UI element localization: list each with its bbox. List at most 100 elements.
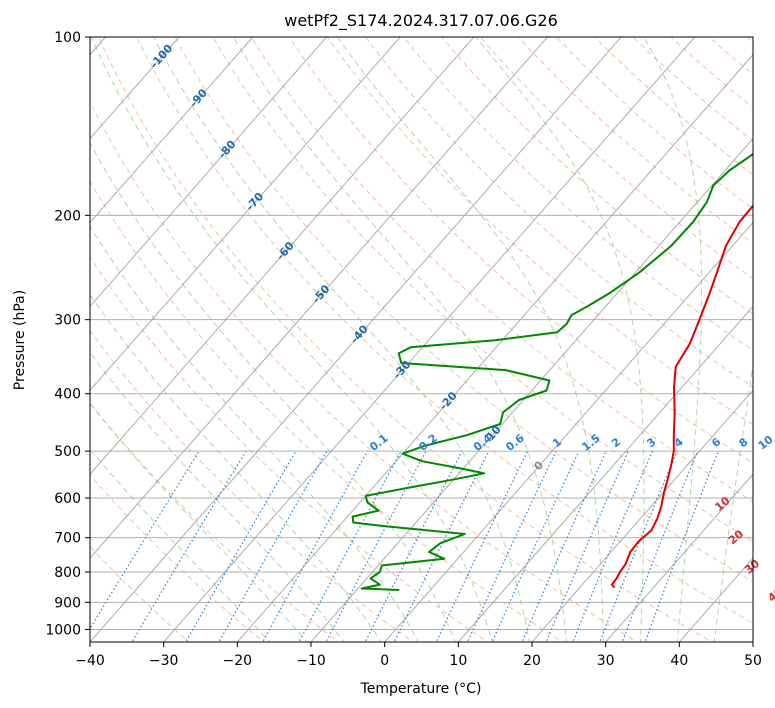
isotherm-line: [90, 37, 549, 559]
y-tick-label: 600: [54, 491, 81, 507]
moist-adiabat-line: [232, 37, 568, 642]
dry-adiabat-line: [555, 37, 753, 210]
mixing-ratio-label: 1: [550, 435, 564, 450]
moist-adiabat-line: [90, 293, 382, 642]
temperature-profile-line: [610, 204, 753, 589]
x-tick-label: 0: [380, 653, 389, 669]
mixing-ratio-lines: [90, 450, 720, 642]
x-tick-label: 10: [449, 653, 467, 669]
mixing-ratio-line: [572, 450, 654, 642]
dry-adiabat-line: [288, 37, 753, 464]
dry-adiabat-line: [708, 37, 753, 76]
isotherm-line: [163, 37, 696, 642]
mixing-ratio-line: [545, 450, 629, 642]
mixing-ratio-label: 0.2: [417, 432, 440, 454]
mixing-ratio-line: [298, 450, 402, 642]
pressure-gridlines: [90, 37, 753, 630]
dry-adiabat-line: [517, 37, 753, 245]
x-tick-label: 20: [523, 653, 541, 669]
mixing-ratio-line: [599, 450, 678, 642]
dry-adiabat-line: [90, 101, 639, 642]
dry-adiabat-line: [90, 256, 489, 642]
isotherm-line: [90, 37, 180, 140]
dry-adiabat-line: [403, 37, 753, 351]
mixing-ratio-line: [218, 450, 328, 642]
mixing-ratio-line: [364, 450, 463, 642]
dry-adiabat-line: [365, 37, 753, 388]
dry-adiabat-line: [632, 37, 753, 142]
dry-adiabat-line: [174, 37, 753, 583]
mixing-ratio-label: 6: [709, 435, 723, 450]
isotherm-line: [605, 473, 753, 642]
mixing-ratio-label: 0.6: [503, 431, 527, 453]
mixing-ratio-line: [90, 450, 200, 630]
y-tick-label: 500: [54, 444, 81, 460]
dry-adiabat-line: [670, 37, 753, 109]
mixing-ratio-line: [491, 450, 580, 642]
y-axis-ticks: 1000 900 800 700 600 500 400 300 200 100: [45, 30, 90, 638]
y-tick-label: 1000: [45, 622, 81, 638]
isotherm-line: [90, 37, 254, 224]
y-tick-label: 900: [54, 595, 81, 611]
isotherm-line: [310, 137, 753, 642]
dewpoint-profile-line: [351, 152, 753, 591]
y-axis-title: Pressure (hPa): [12, 290, 28, 390]
isotherm-line: [384, 221, 753, 642]
y-tick-label: 700: [54, 531, 81, 547]
dry-adiabat-line: [326, 37, 753, 426]
mixing-ratio-line: [644, 450, 720, 642]
moist-adiabat-line: [336, 37, 604, 642]
mixing-ratio-line: [621, 450, 699, 642]
x-tick-label: −10: [296, 653, 326, 669]
dry-adiabat-line: [593, 37, 753, 176]
isotherm-line: [90, 37, 475, 475]
isotherm-line: [752, 641, 753, 642]
moist-adiabat-label: 30: [742, 557, 762, 577]
dry-adiabat-line: [441, 37, 753, 315]
mixing-ratio-label: 2: [609, 435, 623, 450]
x-axis-ticks: −40 −30 −20 −10 0 10 20 30 40 50: [75, 642, 762, 669]
dry-adiabat-line: [90, 329, 414, 642]
mixing-ratio-label: 1.5: [579, 432, 602, 454]
moist-adiabat-label: 40: [765, 585, 775, 605]
mixing-ratio-line: [185, 450, 297, 642]
moist-adiabat-label: 10: [712, 494, 732, 514]
x-tick-label: −30: [149, 653, 179, 669]
moist-adiabat-line: [90, 402, 308, 642]
y-tick-label: 400: [54, 387, 81, 403]
mixing-ratio-label: 3: [644, 435, 658, 450]
y-tick-label: 200: [54, 208, 81, 224]
dry-adiabat-line: [90, 180, 564, 642]
x-tick-label: 50: [744, 653, 762, 669]
dry-adiabat-line: [212, 37, 753, 542]
isotherm-line: [90, 37, 328, 308]
plot-frame: [89, 36, 754, 643]
isotherm-line: [236, 53, 753, 642]
dry-adiabat-line: [90, 402, 340, 642]
moist-adiabat-line: [90, 351, 345, 642]
mixing-ratio-line: [435, 450, 529, 642]
isotherms: [90, 37, 753, 642]
y-tick-label: 100: [54, 30, 81, 46]
moist-adiabat-line: [643, 37, 703, 642]
moist-adiabat-line: [90, 141, 456, 642]
mixing-ratio-label: 10: [756, 433, 775, 453]
isotherm-line: [457, 305, 753, 642]
plot-area: [90, 37, 753, 642]
dry-adiabat-line: [479, 37, 753, 280]
dry-adiabats: [90, 37, 753, 642]
x-tick-label: 40: [670, 653, 688, 669]
isotherm-line: [531, 389, 753, 642]
dry-adiabat-line: [746, 37, 753, 43]
mixing-ratio-line: [393, 450, 490, 642]
mixing-ratio-line: [466, 450, 557, 642]
moist-adiabats: [90, 37, 753, 642]
mixing-ratio-label: 8: [736, 435, 750, 450]
x-axis-title: Temperature (°C): [360, 681, 482, 697]
moist-adiabat-line: [90, 225, 419, 642]
mixing-ratio-line: [262, 450, 368, 642]
profile-series: [351, 152, 753, 591]
isotherm-line: [90, 37, 401, 392]
y-tick-label: 300: [54, 313, 81, 329]
